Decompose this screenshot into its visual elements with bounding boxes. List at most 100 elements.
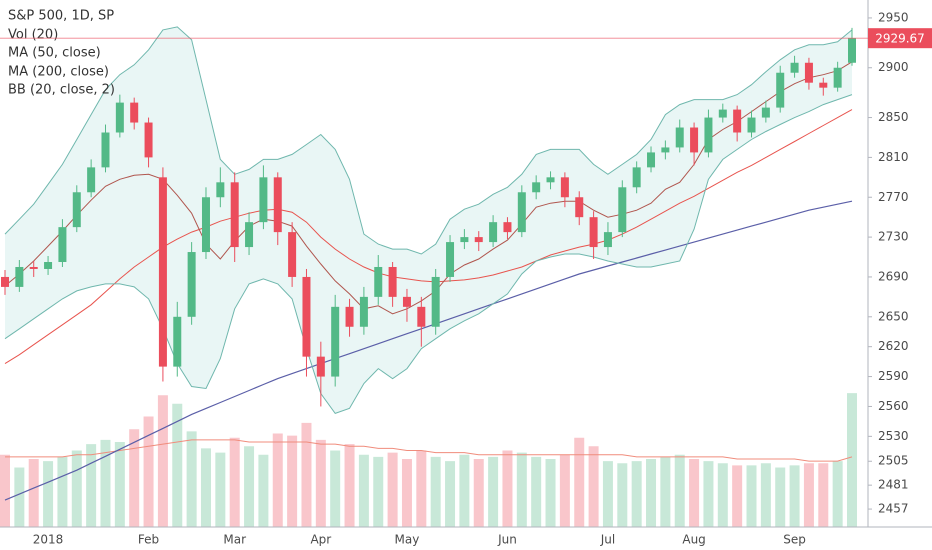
volume-bar <box>832 461 843 527</box>
candle-body <box>259 177 268 223</box>
y-tick-label: 2530 <box>878 429 909 443</box>
volume-bar <box>186 431 197 527</box>
x-tick-label: Feb <box>138 533 159 547</box>
volume-bar <box>330 450 341 527</box>
candle-body <box>776 72 785 108</box>
candle-body <box>187 252 196 317</box>
ma200-line <box>4 200 853 501</box>
candle-body <box>15 266 24 287</box>
candle-body <box>374 266 383 297</box>
candle-body <box>115 102 124 133</box>
candle-body <box>130 102 139 123</box>
chart-title: S&P 500, 1D, SP <box>8 9 114 24</box>
volume-ma-line <box>5 439 853 462</box>
volume-bar <box>315 439 326 527</box>
y-tick-label: 2950 <box>878 10 909 24</box>
volume-bar <box>114 442 125 527</box>
y-tick-label: 2810 <box>878 150 909 164</box>
x-tick-label: Jul <box>600 533 615 547</box>
volume-bar <box>545 459 556 527</box>
candle-body <box>790 62 799 73</box>
candle-body <box>158 177 167 367</box>
candle-body <box>761 107 770 118</box>
legend-ma50: MA (50, close) <box>8 46 101 61</box>
candle-body <box>173 316 182 367</box>
ma50-line <box>4 109 853 365</box>
volume-bar <box>588 446 599 527</box>
volume-bar <box>746 465 757 527</box>
candle-body <box>44 262 53 269</box>
y-tick-label: 2650 <box>878 309 909 323</box>
candle-body <box>417 306 426 327</box>
y-tick-label: 2770 <box>878 190 909 204</box>
candle-body <box>201 197 210 253</box>
volume-bar <box>172 403 183 527</box>
volume-bar <box>28 459 39 527</box>
y-tick-label: 2690 <box>878 269 909 283</box>
candle-body <box>144 122 153 158</box>
candle-body <box>632 167 641 188</box>
candle-body <box>503 222 512 233</box>
candle-body <box>474 237 483 243</box>
candle-body <box>819 82 828 88</box>
candle-body <box>388 266 397 297</box>
volume-bar <box>775 467 786 527</box>
volume-bar <box>244 446 255 527</box>
candle-body <box>72 192 81 228</box>
volume-bar <box>445 461 456 527</box>
candle-body <box>316 356 325 377</box>
volume-bar <box>803 463 814 527</box>
candle-body <box>575 197 584 218</box>
candle-body <box>345 306 354 327</box>
bb-upper-line <box>4 26 853 255</box>
candle-body <box>216 182 225 198</box>
y-tick-label: 2900 <box>878 60 909 74</box>
volume-bar <box>574 437 585 527</box>
candle-body <box>446 242 455 277</box>
volume-bar <box>86 444 97 527</box>
volume-bar <box>717 463 728 527</box>
volume-bar <box>732 465 743 527</box>
y-tick-label: 2590 <box>878 369 909 383</box>
volume-bar <box>143 416 154 527</box>
volume-bar <box>57 456 68 527</box>
candle-body <box>532 182 541 193</box>
volume-bar <box>689 459 700 527</box>
volume-bar <box>157 395 168 527</box>
volume-bar <box>818 463 829 527</box>
legend-bb: BB (20, close, 2) <box>8 83 115 98</box>
y-tick-label: 2850 <box>878 110 909 124</box>
volume-bar <box>129 429 140 527</box>
volume-bar <box>760 463 771 527</box>
volume-bar <box>272 433 283 527</box>
last-price-label: 2929.67 <box>875 32 925 46</box>
volume-bar <box>559 454 570 527</box>
volume-bar <box>617 463 628 527</box>
volume-bar <box>0 454 10 527</box>
candle-body <box>848 38 856 63</box>
x-tick-label: May <box>395 533 420 547</box>
x-tick-label: 2018 <box>33 533 64 547</box>
bb-fill <box>5 26 852 414</box>
y-tick-label: 2730 <box>878 230 909 244</box>
candle-body <box>1 276 9 287</box>
volume-bar <box>373 456 384 527</box>
candle-body <box>647 152 656 168</box>
x-tick-label: Apr <box>310 533 331 547</box>
volume-bar <box>789 465 800 527</box>
candle-body <box>489 222 498 243</box>
candle-body <box>402 296 411 307</box>
volume-bar <box>660 456 671 527</box>
volume-bar <box>200 448 211 527</box>
volume-bar <box>502 450 513 527</box>
candle-body <box>546 177 555 183</box>
candle-body <box>690 127 699 153</box>
volume-bar <box>516 452 527 527</box>
candle-body <box>618 187 627 233</box>
candle-body <box>804 62 813 83</box>
candle-body <box>718 109 727 118</box>
candle-body <box>431 276 440 327</box>
volume-bar <box>287 435 298 527</box>
candle-body <box>603 232 612 248</box>
